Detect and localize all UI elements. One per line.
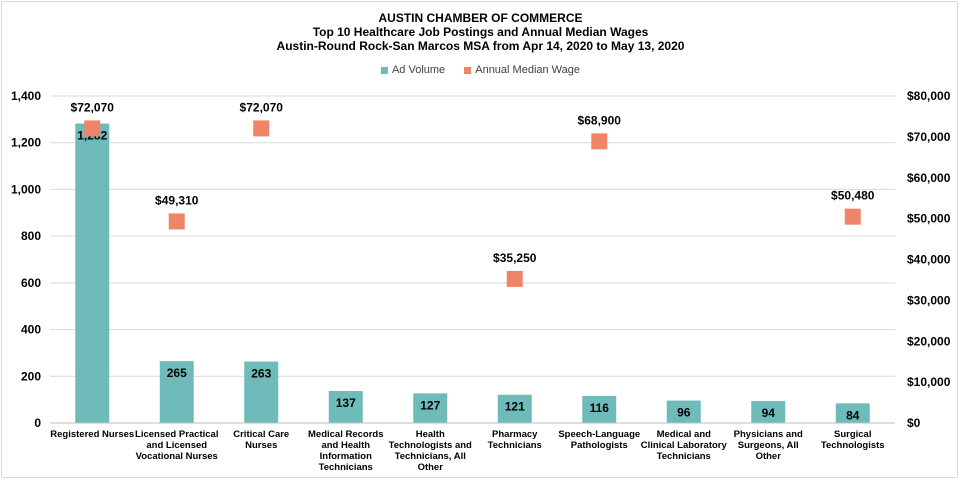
- bar-data-label: 96: [677, 406, 691, 420]
- bar-ad-volume: [582, 395, 617, 423]
- bar-ad-volume: [835, 403, 870, 423]
- x-category-label: Other: [756, 451, 782, 462]
- y-left-tick-label: 0: [34, 416, 41, 430]
- y-left-tick-label: 400: [21, 323, 41, 337]
- bar-data-label: 137: [336, 396, 356, 410]
- marker-annual-median-wage: [591, 133, 608, 150]
- wage-data-label: $72,070: [71, 100, 115, 114]
- marker-annual-median-wage: [844, 208, 861, 225]
- x-category-label: and Health: [321, 440, 370, 451]
- y-right-tick-label: $10,000: [907, 375, 951, 389]
- title-line-1: AUSTIN CHAMBER OF COMMERCE: [378, 11, 583, 25]
- y-right-tick-label: $60,000: [907, 171, 951, 185]
- x-category-label: Surgeons, All: [738, 440, 799, 451]
- bar-ad-volume: [666, 400, 701, 423]
- x-category-label: Clinical Laboratory: [641, 440, 728, 451]
- x-category-label: and Licensed: [146, 440, 207, 451]
- y-right-tick-label: $20,000: [907, 334, 951, 348]
- x-category-label: Pharmacy: [492, 429, 538, 440]
- y-left-tick-label: 1,200: [11, 136, 41, 150]
- legend-label-ad-volume: Ad Volume: [391, 64, 446, 76]
- y-right-tick-label: $30,000: [907, 293, 951, 307]
- x-category-label: Other: [418, 462, 444, 473]
- wage-data-label: $35,250: [493, 251, 537, 265]
- bar-ad-volume: [413, 393, 448, 423]
- title-line-2: Top 10 Healthcare Job Postings and Annua…: [312, 25, 649, 39]
- marker-annual-median-wage: [84, 120, 101, 137]
- y-left-tick-label: 200: [21, 369, 41, 383]
- y-right-tick-label: $0: [907, 416, 921, 430]
- x-category-label: Technicians: [319, 462, 373, 473]
- y-left-tick-label: 1,400: [11, 89, 41, 103]
- x-category-label: Technicians: [657, 451, 711, 462]
- x-category-label: Registered Nurses: [50, 429, 134, 440]
- y-right-tick-label: $40,000: [907, 253, 951, 267]
- wage-data-label: $50,480: [831, 189, 875, 203]
- bar-data-label: 263: [251, 367, 271, 381]
- x-category-label: Medical and: [657, 429, 712, 440]
- x-category-label: Technologists: [821, 440, 885, 451]
- x-category-label: Pathologists: [571, 440, 628, 451]
- bar-ad-volume: [244, 361, 279, 423]
- title-line-3: Austin-Round Rock-San Marcos MSA from Ap…: [276, 39, 685, 53]
- x-category-label: Critical Care: [233, 429, 289, 440]
- wage-data-label: $49,310: [155, 193, 199, 207]
- x-category-label: Technicians: [488, 440, 542, 451]
- legend-item-annual-median-wage: Annual Median Wage: [464, 64, 580, 76]
- x-category-label: Medical Records: [308, 429, 384, 440]
- x-category-label: Speech-Language: [558, 429, 640, 440]
- y-right-tick-label: $70,000: [907, 130, 951, 144]
- bar-ad-volume: [159, 361, 194, 423]
- x-category-label: Nurses: [245, 440, 277, 451]
- x-category-label: Licensed Practical: [135, 429, 218, 440]
- legend: Ad Volume Annual Median Wage: [0, 64, 961, 77]
- y-left-tick-label: 600: [21, 276, 41, 290]
- bar-data-label: 84: [846, 408, 860, 422]
- x-category-label: Physicians and: [734, 429, 803, 440]
- bar-data-label: 94: [762, 406, 776, 420]
- x-category-label: Health: [416, 429, 445, 440]
- chart-title: AUSTIN CHAMBER OF COMMERCE Top 10 Health…: [0, 11, 961, 53]
- marker-annual-median-wage: [253, 120, 270, 137]
- bar-ad-volume: [751, 401, 786, 423]
- bar-ad-volume: [497, 394, 532, 423]
- y-left-tick-label: 800: [21, 229, 41, 243]
- x-category-label: Surgical: [834, 429, 872, 440]
- y-left-tick-label: 1,000: [11, 182, 41, 196]
- legend-swatch-ad-volume: [380, 66, 388, 74]
- y-right-tick-label: $80,000: [907, 89, 951, 103]
- x-category-label: Technologists and: [389, 440, 472, 451]
- x-category-label: Information: [320, 451, 372, 462]
- y-right-tick-label: $50,000: [907, 212, 951, 226]
- marker-annual-median-wage: [168, 213, 185, 230]
- legend-label-annual-median-wage: Annual Median Wage: [475, 64, 581, 76]
- wage-data-label: $72,070: [240, 100, 284, 114]
- bar-data-label: 116: [590, 401, 610, 415]
- legend-item-ad-volume: Ad Volume: [380, 64, 446, 76]
- bar-data-label: 265: [167, 366, 187, 380]
- bar-data-label: 121: [505, 400, 525, 414]
- x-category-label: Vocational Nurses: [136, 451, 218, 462]
- bar-ad-volume: [328, 391, 363, 423]
- wage-data-label: $68,900: [578, 113, 622, 127]
- bar-data-label: 127: [420, 398, 440, 412]
- legend-swatch-annual-median-wage: [464, 66, 472, 74]
- marker-annual-median-wage: [506, 270, 523, 287]
- bar-ad-volume: [75, 123, 110, 423]
- x-category-label: Technicians, All: [395, 451, 466, 462]
